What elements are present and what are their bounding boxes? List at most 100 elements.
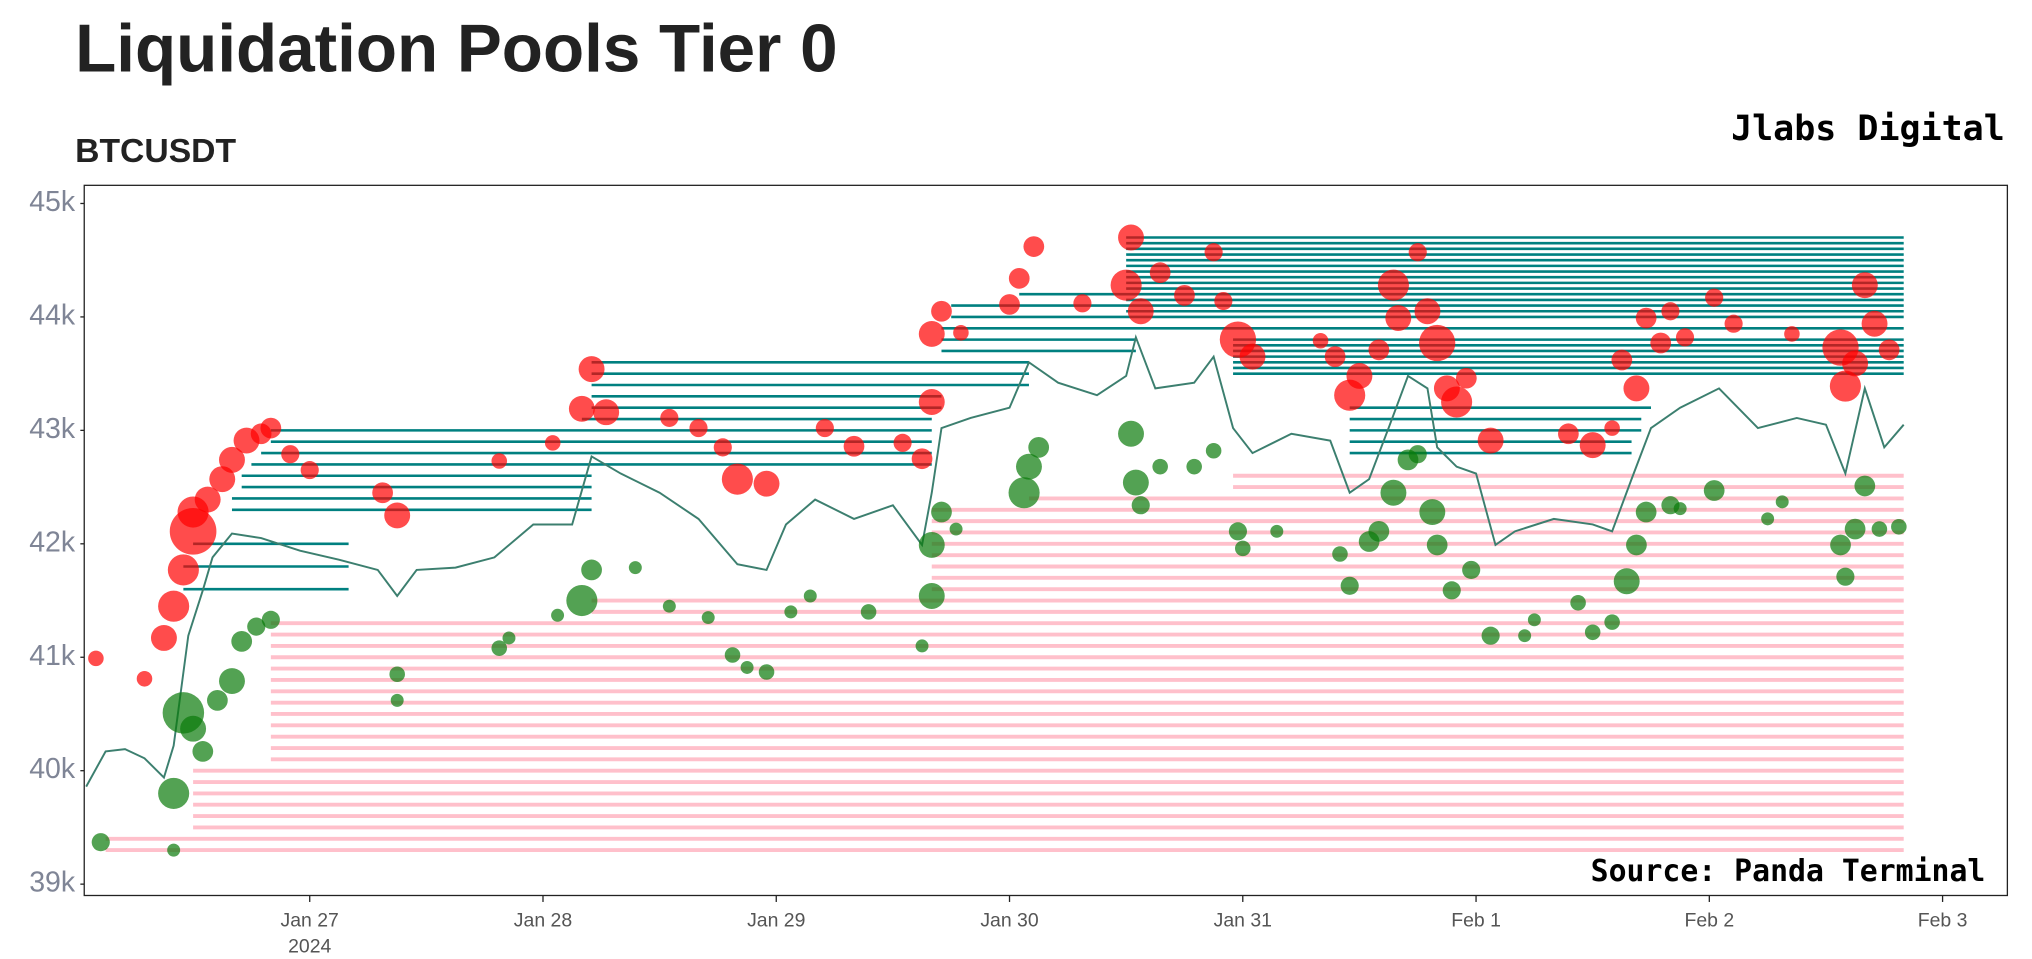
y-tick-label: 44k [29, 299, 76, 331]
x-tick-label: Feb 2 [1684, 910, 1734, 932]
short-liquidation-bubble [1368, 339, 1390, 361]
long-liquidation-bubble [1419, 499, 1446, 526]
long-liquidation-bubble [192, 741, 214, 762]
short-liquidation-bubble [1558, 423, 1579, 445]
short-liquidation-bubble [1705, 288, 1724, 307]
x-tick-label: Feb 1 [1451, 910, 1501, 932]
short-liquidation-bubble [1611, 349, 1633, 371]
long-liquidation-bubble [1584, 624, 1601, 641]
short-liquidation-bubble [1346, 362, 1373, 389]
short-liquidation-bubble [1675, 328, 1695, 347]
long-liquidation-bubble [581, 559, 602, 581]
short-liquidation-bubble [209, 466, 236, 493]
short-liquidation-bubble [918, 320, 945, 347]
short-liquidation-bubble [815, 419, 834, 438]
short-liquidation-bubble [593, 399, 620, 426]
long-liquidation-bubble [231, 631, 253, 652]
long-liquidation-bubble [1830, 534, 1851, 556]
long-liquidation-bubble [1270, 524, 1284, 538]
long-liquidation-bubble [1131, 496, 1150, 515]
long-liquidation-bubble [551, 608, 565, 622]
long-liquidation-bubble [915, 639, 929, 653]
short-liquidation-bubble [1878, 339, 1900, 361]
long-liquidation-bubble [1626, 534, 1647, 556]
short-liquidation-bubble [1110, 269, 1142, 301]
short-liquidation-bubble [194, 486, 221, 513]
long-liquidation-bubble [1380, 479, 1407, 506]
short-liquidation-bubble [1829, 370, 1861, 402]
short-liquidation-bubble [1623, 375, 1650, 402]
short-liquidation-bubble [953, 325, 969, 341]
x-tick-label: Jan 31 [1214, 910, 1272, 932]
short-liquidation-bubble [88, 650, 104, 667]
long-liquidation-bubble [390, 693, 404, 707]
y-tick-label: 42k [29, 526, 76, 558]
long-liquidation-bubble [1442, 581, 1461, 600]
long-liquidation-bubble [803, 589, 817, 603]
short-liquidation-bubble [721, 463, 753, 495]
long-liquidation-bubble [1008, 477, 1040, 509]
long-liquidation-bubble [1518, 629, 1532, 643]
x-tick-label: Jan 28 [514, 910, 572, 932]
long-liquidation-bubble [1235, 540, 1251, 557]
long-liquidation-bubble [1205, 443, 1222, 459]
short-liquidation-bubble [1650, 332, 1672, 354]
long-liquidation-bubble [91, 833, 110, 852]
short-liquidation-bubble [372, 482, 393, 504]
short-liquidation-bubble [1414, 298, 1441, 325]
short-liquidation-bubble [1174, 285, 1195, 306]
chart-subtitle: BTCUSDT [75, 133, 236, 170]
short-liquidation-bubble [931, 300, 952, 322]
short-liquidation-bubble [1324, 346, 1346, 367]
y-tick-label: 43k [29, 413, 76, 445]
long-liquidation-bubble [1152, 458, 1168, 475]
short-liquidation-bubble [1724, 314, 1743, 333]
long-liquidation-bubble [1016, 453, 1042, 480]
long-liquidation-bubble [167, 843, 181, 857]
short-liquidation-bubble [167, 554, 199, 586]
long-liquidation-bubble [566, 584, 598, 617]
long-liquidation-bubble [1775, 495, 1789, 509]
long-liquidation-bubble [1703, 480, 1725, 501]
short-liquidation-bubble [578, 356, 605, 383]
plot-area [85, 224, 1907, 857]
short-liquidation-bubble [1477, 427, 1504, 454]
short-liquidation-bubble [1661, 302, 1680, 321]
long-liquidation-bubble [784, 605, 798, 619]
short-liquidation-bubble [281, 445, 300, 464]
long-liquidation-bubble [1871, 521, 1888, 537]
x-axis-year: 2024 [288, 936, 331, 958]
long-liquidation-bubble [758, 664, 775, 680]
chart-title: Liquidation Pools Tier 0 [75, 11, 837, 86]
long-liquidation-bubble [1408, 445, 1427, 464]
short-liquidation-bubble [158, 590, 190, 622]
short-liquidation-bubble [1408, 243, 1427, 262]
long-liquidation-bubble [740, 660, 754, 674]
x-tick-label: Jan 27 [281, 910, 339, 932]
long-liquidation-bubble [949, 522, 963, 536]
long-liquidation-bubble [931, 501, 952, 523]
short-liquidation-bubble [219, 446, 245, 473]
short-liquidation-bubble [1023, 236, 1045, 257]
short-liquidation-bubble [843, 435, 865, 457]
short-liquidation-bubble [1784, 326, 1800, 342]
y-tick-label: 41k [29, 640, 76, 672]
short-liquidation-bubble [136, 671, 153, 687]
long-liquidation-bubble [1613, 568, 1640, 595]
long-liquidation-bubble [247, 617, 266, 636]
short-liquidation-bubble [1073, 294, 1092, 313]
long-liquidation-bubble [1368, 520, 1390, 542]
long-liquidation-bubble [1604, 614, 1620, 630]
long-liquidation-bubble [701, 611, 715, 625]
short-liquidation-bubble [893, 433, 912, 452]
long-liquidation-bubble [1891, 519, 1907, 535]
long-liquidation-bubble [1340, 576, 1359, 595]
long-liquidation-bubble [180, 715, 207, 742]
long-liquidation-bubble [918, 531, 945, 558]
long-liquidation-bubble [1118, 420, 1144, 447]
plot-frame [83, 184, 2009, 897]
long-liquidation-bubble [1481, 626, 1500, 645]
long-liquidation-bubble [1570, 595, 1586, 611]
long-liquidation-bubble [389, 666, 405, 683]
short-liquidation-bubble [1127, 298, 1154, 325]
